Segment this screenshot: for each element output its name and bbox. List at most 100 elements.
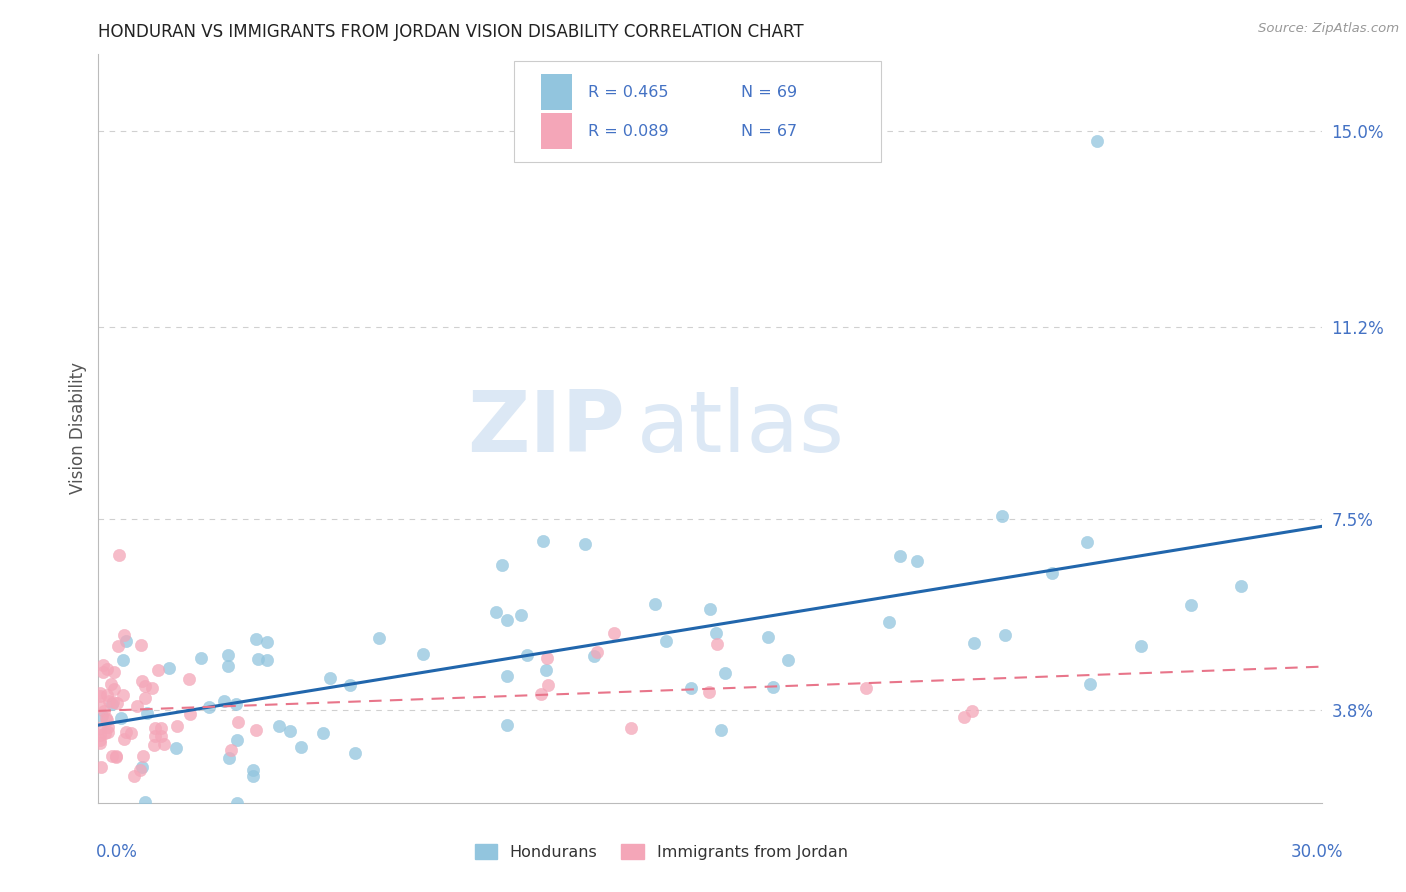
Point <box>278 724 301 739</box>
Point <box>101 748 124 763</box>
Point <box>150 721 173 735</box>
Point <box>91 665 114 679</box>
Point <box>245 723 267 737</box>
Point <box>150 729 173 743</box>
Point <box>96 688 118 702</box>
Point <box>993 628 1015 642</box>
Point <box>97 720 120 734</box>
Text: HONDURAN VS IMMIGRANTS FROM JORDAN VISION DISABILITY CORRELATION CHART: HONDURAN VS IMMIGRANTS FROM JORDAN VISIO… <box>98 23 804 41</box>
Point <box>242 769 264 783</box>
Point <box>855 681 877 695</box>
Text: ZIP: ZIP <box>467 386 624 470</box>
Point <box>221 743 243 757</box>
Text: R = 0.089: R = 0.089 <box>588 125 668 139</box>
Point <box>110 711 132 725</box>
Point <box>218 751 240 765</box>
Point <box>704 626 727 640</box>
Point <box>131 760 153 774</box>
Point <box>318 671 340 685</box>
Point <box>98 694 121 708</box>
Point <box>179 672 201 686</box>
Point <box>412 648 434 662</box>
Point <box>343 747 366 761</box>
Point <box>226 714 249 729</box>
Point <box>290 739 312 754</box>
Point <box>120 726 142 740</box>
Point <box>89 736 111 750</box>
Text: 0.0%: 0.0% <box>96 843 138 861</box>
Point <box>103 695 125 709</box>
Text: Source: ZipAtlas.com: Source: ZipAtlas.com <box>1258 22 1399 36</box>
Point <box>889 549 911 564</box>
Point <box>1076 535 1098 549</box>
Point <box>125 698 148 713</box>
Point <box>245 632 267 646</box>
Point <box>339 678 361 692</box>
Point <box>103 665 125 679</box>
Point <box>620 721 643 735</box>
Point <box>225 796 247 810</box>
Point <box>96 662 118 676</box>
Point <box>495 718 517 732</box>
Point <box>91 708 114 723</box>
Point <box>1230 579 1253 593</box>
Point <box>877 615 900 629</box>
Point <box>112 653 135 667</box>
Point <box>699 602 721 616</box>
Point <box>1180 598 1202 612</box>
Point <box>94 725 117 739</box>
Point <box>135 706 157 720</box>
Point <box>226 732 249 747</box>
Point <box>107 640 129 654</box>
Point <box>103 681 125 696</box>
Point <box>697 685 720 699</box>
Point <box>153 737 176 751</box>
Point <box>108 548 131 562</box>
Point <box>713 665 735 680</box>
Point <box>89 721 111 735</box>
Point <box>312 726 335 740</box>
Point <box>217 658 239 673</box>
Point <box>129 764 152 778</box>
Point <box>269 719 291 733</box>
Point <box>97 725 120 739</box>
Point <box>101 698 124 712</box>
Point <box>706 637 728 651</box>
Point <box>190 651 212 665</box>
Point <box>762 681 785 695</box>
Point <box>496 669 519 683</box>
Point <box>574 537 596 551</box>
Point <box>603 626 626 640</box>
Point <box>516 648 538 662</box>
Point <box>131 674 153 689</box>
Point <box>1078 676 1101 690</box>
Point <box>100 677 122 691</box>
Point <box>166 718 188 732</box>
Point <box>485 605 508 619</box>
Point <box>105 750 128 764</box>
Point <box>534 663 557 677</box>
Point <box>143 729 166 743</box>
Point <box>536 678 558 692</box>
Point <box>242 763 264 777</box>
Point <box>134 679 156 693</box>
Point <box>179 706 201 721</box>
Point <box>89 728 111 742</box>
Text: R = 0.465: R = 0.465 <box>588 85 668 100</box>
Point <box>536 650 558 665</box>
Point <box>778 653 800 667</box>
Point <box>91 657 114 672</box>
Point <box>679 681 702 695</box>
Point <box>89 690 111 704</box>
Text: N = 69: N = 69 <box>741 85 797 100</box>
Point <box>586 645 609 659</box>
Point <box>1129 639 1152 653</box>
FancyBboxPatch shape <box>515 61 882 162</box>
Point <box>530 687 553 701</box>
Point <box>89 699 111 714</box>
Point <box>129 638 152 652</box>
Point <box>124 769 146 783</box>
Point <box>134 795 156 809</box>
Y-axis label: Vision Disability: Vision Disability <box>69 362 87 494</box>
Point <box>496 613 519 627</box>
